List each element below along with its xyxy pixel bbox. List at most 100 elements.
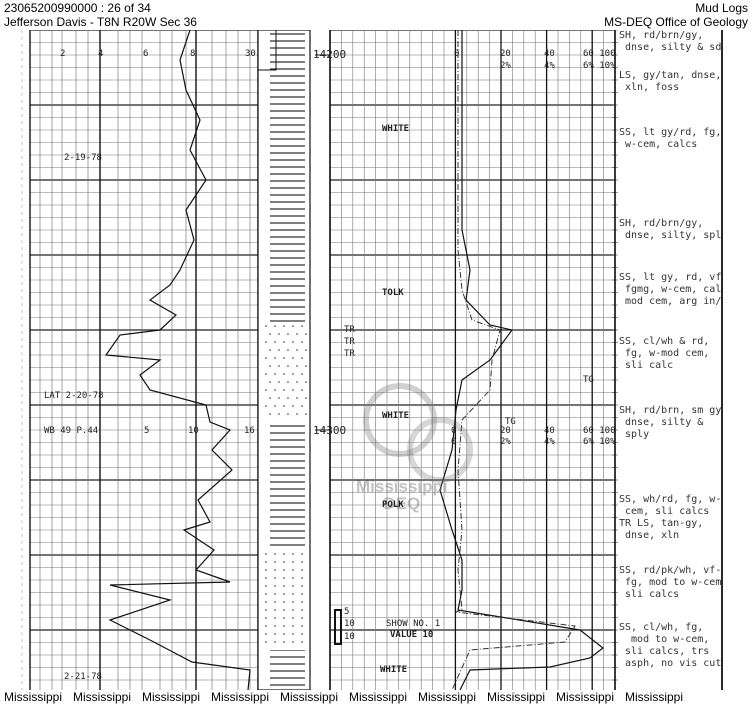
sand-dot (274, 325, 276, 327)
footer-watermark-row: Mississippi Mississippi Mississippi Missis… (4, 690, 684, 704)
sand-dot (265, 341, 267, 343)
gas-scale-tick: 0 (454, 49, 460, 59)
gas-scale-tick: 6% 10% (583, 437, 616, 447)
sand-dot (274, 561, 276, 563)
lithology-description: SS, rd/pk/wh, vf- fg, mod to w-cem sli c… (619, 565, 722, 600)
sand-dot (283, 625, 285, 627)
sand-dot (283, 609, 285, 611)
sand-dot (296, 381, 298, 383)
sand-dot (269, 413, 271, 415)
sand-dot (274, 405, 276, 407)
sand-dot (278, 333, 280, 335)
sand-dot (301, 577, 303, 579)
sand-dot (283, 341, 285, 343)
sand-dot (296, 333, 298, 335)
sand-dot (274, 585, 276, 587)
cut-note: 10 (344, 632, 355, 642)
scale-tick: 2 (60, 49, 66, 59)
mud-log-scan (21, 30, 723, 690)
scale-tick: 5 (144, 426, 150, 436)
sand-dot (287, 349, 289, 351)
sand-dot (274, 357, 276, 359)
sand-dot (274, 593, 276, 595)
depth-label: 14300 (313, 424, 347, 437)
sand-dot (265, 553, 267, 555)
sand-dot (283, 633, 285, 635)
sand-dot (301, 601, 303, 603)
gas-scale-tick: 2% (500, 437, 511, 447)
sand-dot (292, 577, 294, 579)
sand-dot (296, 365, 298, 367)
gas-scale-tick: 6% 10% (583, 61, 616, 71)
drill-rate-curve (104, 30, 251, 690)
sand-interval (262, 322, 306, 420)
show-value: VALUE 10 (390, 630, 434, 640)
lithology-description: SH, rd/brn/gy, dnse, silty & sdy (619, 30, 723, 53)
sand-dot (278, 413, 280, 415)
sand-dot (283, 585, 285, 587)
sand-dot (283, 405, 285, 407)
sand-dot (296, 413, 298, 415)
sand-dot (283, 569, 285, 571)
cut-note: 5 (344, 607, 350, 617)
sand-dot (265, 373, 267, 375)
document-type: Mud Logs (695, 1, 748, 15)
watermark: Mississippi DEQ (356, 477, 448, 513)
agency-name: MS-DEQ Office of Geology (604, 15, 748, 29)
sand-dot (301, 625, 303, 627)
total-gas-curve (439, 30, 604, 690)
sand-dot (274, 641, 276, 643)
gas-scale-tick: 60 100 (583, 49, 616, 59)
sand-dot (283, 373, 285, 375)
sand-dot (301, 389, 303, 391)
sand-dot (283, 577, 285, 579)
date-note: 2-21-78 (64, 672, 102, 682)
watermark-logo (363, 383, 437, 457)
sand-dot (265, 561, 267, 563)
lithology-description: SS, lt gy/rd, fg, w-cem, calcs (619, 127, 722, 150)
sand-dot (269, 333, 271, 335)
cut-note: 10 (344, 619, 355, 629)
sand-interval (262, 550, 306, 650)
sand-dot (269, 349, 271, 351)
sand-dot (274, 617, 276, 619)
sand-dot (274, 373, 276, 375)
sand-dot (278, 365, 280, 367)
sand-dot (287, 413, 289, 415)
sand-dot (301, 553, 303, 555)
sand-dot (265, 577, 267, 579)
sand-dot (301, 609, 303, 611)
watermark-logo (407, 417, 473, 483)
sand-dot (287, 333, 289, 335)
sand-dot (265, 569, 267, 571)
sand-dot (301, 641, 303, 643)
sand-dot (296, 349, 298, 351)
scale-tick: 8 (190, 49, 196, 59)
bit-note: WB 49 P.44 (44, 426, 99, 436)
sand-dot (283, 389, 285, 391)
sand-dot (274, 633, 276, 635)
sand-dot (274, 341, 276, 343)
sand-dot (274, 577, 276, 579)
sand-dot (265, 389, 267, 391)
sand-dot (287, 365, 289, 367)
sand-dot (274, 601, 276, 603)
chromatograph-curve (451, 30, 576, 690)
formation-note: POLK (382, 500, 404, 510)
sand-dot (283, 641, 285, 643)
lithology-description: SS, cl/wh & rd, fg, w-mod cem, sli calc (619, 336, 710, 371)
sand-dot (274, 625, 276, 627)
sand-dot (278, 397, 280, 399)
sand-dot (283, 325, 285, 327)
gas-scale-tick: 40 (544, 49, 555, 59)
sand-dot (265, 585, 267, 587)
formation-note: WHITE (380, 665, 408, 675)
sand-dot (292, 609, 294, 611)
sand-dot (292, 325, 294, 327)
sand-dot (274, 389, 276, 391)
sand-dot (292, 553, 294, 555)
well-id-page: 23065200990000 : 26 of 34 (4, 1, 151, 15)
sand-dot (283, 357, 285, 359)
sand-dot (292, 601, 294, 603)
lithology-description: SS, wh/rd, fg, w- cem, sli calcs TR LS, … (619, 494, 722, 541)
